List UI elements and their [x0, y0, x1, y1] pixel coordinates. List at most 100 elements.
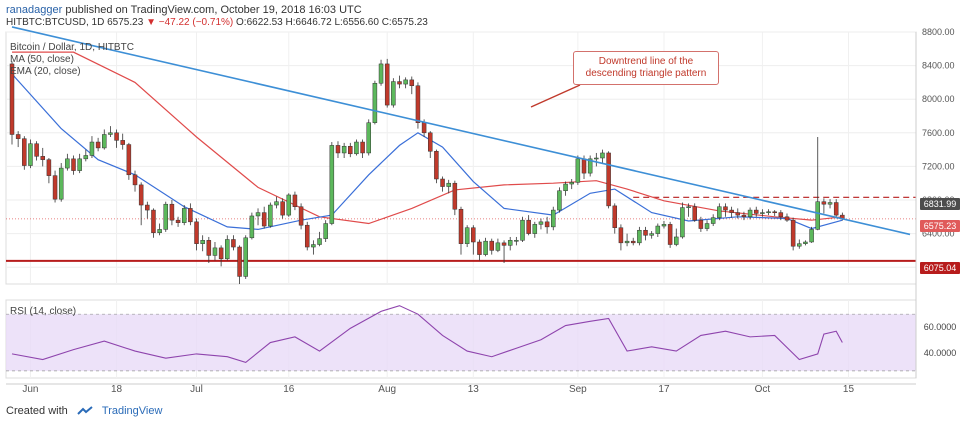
candle-body — [341, 145, 347, 154]
candle-body — [403, 79, 408, 85]
candle-body — [304, 224, 310, 248]
candle-body — [686, 206, 691, 208]
candle-body — [661, 224, 667, 227]
candle-body — [741, 214, 747, 218]
rsi-legend: RSI (14, close) — [10, 306, 77, 317]
price-pane — [6, 26, 916, 284]
candle-body — [28, 143, 33, 166]
candle-body — [551, 209, 556, 228]
candle-body — [15, 134, 21, 139]
candle-body — [397, 81, 402, 85]
candle-body — [630, 240, 636, 244]
last-price-tag: 6575.23 — [920, 220, 960, 232]
candle-body — [415, 85, 421, 123]
candle-body — [704, 223, 710, 229]
candle-body — [243, 237, 248, 277]
candle-body — [624, 240, 630, 244]
candle-body — [809, 229, 814, 243]
candle-body — [790, 219, 796, 247]
candle-body — [77, 158, 82, 171]
candle-body — [157, 229, 162, 234]
candle-body — [514, 240, 519, 242]
candle-body — [452, 182, 458, 210]
candle-body — [188, 208, 193, 223]
candle-body — [348, 145, 353, 155]
candle-body — [477, 241, 482, 255]
annotation-pointer — [530, 84, 581, 108]
candle-body — [255, 212, 261, 217]
candle-body — [544, 221, 550, 228]
rsi-upper-tick: 60.0000 — [923, 322, 957, 332]
footer: Created with TradingView — [6, 405, 162, 417]
candle-body — [821, 201, 827, 205]
y-tick-label: 8000.00 — [922, 94, 955, 104]
candle-body — [815, 201, 820, 230]
candle-body — [151, 209, 156, 234]
candle-body — [384, 63, 390, 106]
candle-body — [495, 242, 501, 251]
annotation-line-2: descending triangle pattern — [585, 68, 707, 79]
candle-body — [587, 158, 593, 174]
candle-body — [138, 184, 144, 206]
candle-body — [483, 240, 488, 255]
candle-body — [507, 240, 513, 246]
candle-body — [434, 151, 439, 180]
candle-body — [520, 219, 525, 241]
price-change: ▼ −47.22 (−0.71%) — [146, 17, 234, 28]
created-with-text: Created with — [6, 405, 68, 417]
candle-body — [538, 221, 544, 225]
resistance-price-tag: 6831.99 — [920, 198, 960, 210]
rsi-lower-tick: 40.0000 — [923, 348, 957, 358]
candle-body — [464, 227, 470, 244]
rsi-pane — [6, 305, 916, 372]
candle-body — [680, 207, 685, 238]
candle-body — [366, 122, 371, 154]
candle-body — [22, 138, 27, 166]
candle-body — [612, 205, 618, 228]
candle-body — [34, 143, 39, 157]
candle-body — [83, 155, 89, 160]
x-tick-label: 16 — [283, 384, 295, 395]
candle-body — [600, 152, 605, 159]
candle-body — [89, 141, 95, 156]
candle-body — [772, 211, 777, 214]
candle-body — [674, 236, 679, 245]
candle-body — [329, 145, 335, 224]
author-link[interactable]: ranadagger — [6, 4, 63, 16]
candle-body — [292, 194, 298, 207]
tradingview-logo-icon — [77, 406, 93, 415]
annotation-line-1: Downtrend line of the — [598, 56, 694, 67]
candle-body — [594, 157, 599, 160]
candle-body — [649, 233, 654, 236]
x-tick-label: 17 — [658, 384, 670, 395]
candle-body — [378, 63, 384, 84]
x-tick-label: Sep — [569, 384, 587, 395]
publish-info: ranadagger published on TradingView.com,… — [6, 4, 362, 16]
candle-body — [298, 206, 304, 226]
candle-body — [526, 219, 531, 234]
candle-body — [323, 223, 328, 239]
candle-body — [145, 204, 150, 211]
candle-body — [409, 79, 415, 87]
x-tick-label: Aug — [378, 384, 396, 395]
last-price: 6575.23 — [107, 17, 144, 28]
candle-body — [723, 206, 728, 211]
candle-body — [335, 145, 341, 154]
candle-body — [735, 212, 741, 216]
candle-body — [501, 242, 507, 246]
trendline-annotation: Downtrend line of the descending triangl… — [573, 51, 719, 85]
candle-body — [268, 204, 273, 227]
candle-body — [532, 224, 538, 234]
x-tick-label: Oct — [755, 384, 771, 395]
tradingview-brand[interactable]: TradingView — [101, 405, 163, 417]
symbol-label: HITBTC:BTCUSD, 1D — [6, 17, 105, 28]
candle-body — [440, 178, 445, 187]
candle-body — [249, 215, 255, 239]
candle-body — [833, 202, 839, 216]
chart-title: Bitcoin / Dollar, 1D, HITBTC — [10, 42, 134, 53]
candle-body — [372, 82, 378, 123]
candle-body — [655, 225, 661, 234]
candle-body — [317, 238, 322, 245]
candle-body — [108, 132, 113, 135]
